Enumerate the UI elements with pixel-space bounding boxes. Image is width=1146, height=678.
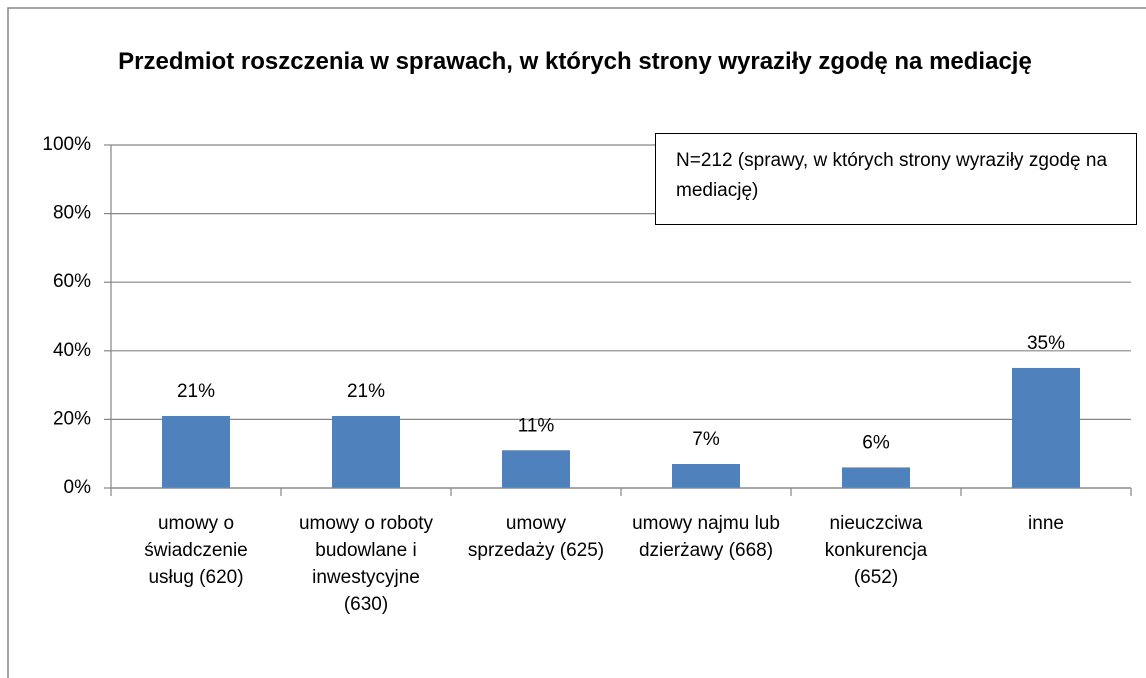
data-label: 11% bbox=[518, 415, 555, 436]
annotation: N=212 (sprawy, w których strony wyraziły… bbox=[655, 133, 1137, 225]
bar bbox=[842, 467, 910, 488]
bar bbox=[332, 415, 400, 488]
x-tick-label: umowy sprzedaży (625) bbox=[467, 513, 605, 561]
y-tick-label: 20% bbox=[53, 408, 91, 429]
bar bbox=[502, 450, 570, 488]
y-tick-label: 80% bbox=[53, 203, 91, 224]
chart-border bbox=[7, 7, 1146, 678]
chart-title: Przedmiot roszczenia w sprawach, w który… bbox=[118, 48, 1032, 75]
data-label: 35% bbox=[1027, 333, 1065, 354]
bar bbox=[162, 415, 230, 488]
data-label: 6% bbox=[862, 432, 890, 453]
data-label: 21% bbox=[177, 381, 215, 402]
x-tick-label: umowy o roboty budowlane i inwestycyjne … bbox=[298, 513, 434, 615]
y-tick-label: 0% bbox=[64, 477, 92, 498]
bar bbox=[672, 463, 740, 488]
y-tick-label: 100% bbox=[42, 134, 91, 155]
data-label: 21% bbox=[347, 381, 385, 402]
y-tick-label: 60% bbox=[53, 271, 91, 292]
data-label: 7% bbox=[692, 429, 720, 450]
x-tick-label: umowy najmu lub dzierżawy (668) bbox=[632, 513, 780, 561]
y-tick-label: 40% bbox=[53, 340, 91, 361]
x-tick-label: nieuczciwa konkurencja (652) bbox=[824, 513, 928, 588]
bar bbox=[1012, 367, 1080, 488]
x-tick-label: umowy o świadczenie usług (620) bbox=[144, 513, 248, 588]
x-tick-label: inne bbox=[1028, 513, 1064, 534]
